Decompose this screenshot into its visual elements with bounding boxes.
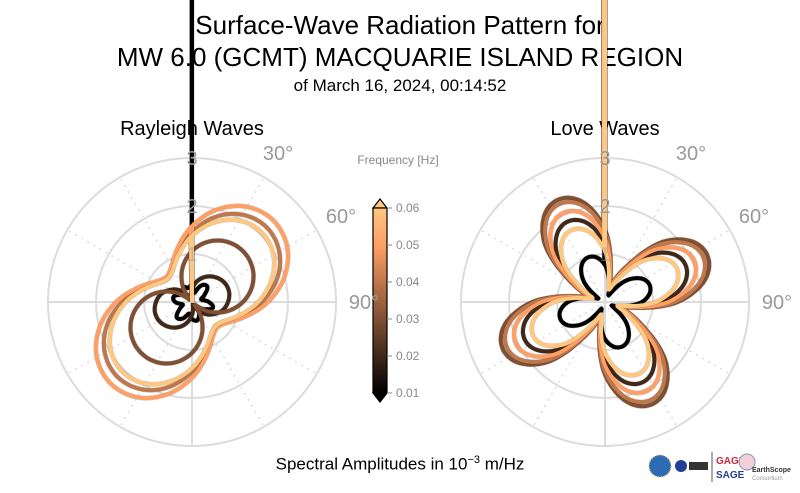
nsf-logo: [649, 455, 671, 477]
logos: GAGE SAGE EarthScope Consortium: [648, 452, 791, 482]
pattern-curve-0.03: [128, 238, 256, 366]
title-line-1: Surface-Wave Radiation Pattern for: [195, 10, 605, 40]
pattern-curve-0.05: [93, 203, 291, 401]
sage-logo: SAGE: [716, 470, 745, 481]
colorbar-tick-label: 0.01: [396, 386, 420, 400]
title-date: of March 16, 2024, 00:14:52: [293, 76, 507, 95]
colorbar-extend-max: [371, 198, 389, 209]
spoke-gridline: [191, 301, 265, 428]
radial-tick-label: 2: [186, 196, 197, 218]
colorbar-tick-label: 0.03: [396, 312, 420, 326]
spoke-gridline: [191, 176, 265, 303]
angle-tick-label: 30°: [676, 143, 706, 165]
spoke-gridline: [479, 301, 606, 375]
radial-tick-label: 3: [599, 148, 610, 170]
pattern-curve-0.01: [557, 0, 653, 350]
spoke-gridline: [119, 176, 193, 303]
svg-text:Consortium: Consortium: [752, 476, 783, 482]
amplitude-axis-label: Spectral Amplitudes in 10−3 m/Hz: [275, 454, 525, 474]
colorbar-tick-label: 0.06: [396, 201, 420, 215]
gage-logo: GAGE: [716, 456, 746, 467]
spoke-gridline: [604, 176, 678, 303]
svg-text:EarthScope: EarthScope: [752, 467, 791, 474]
pattern-curves: [93, 0, 291, 401]
angle-tick-label: 90°: [349, 292, 379, 314]
spoke-gridline: [604, 301, 678, 428]
pattern-curve-0.05: [512, 0, 698, 395]
colorbar-tick-label: 0.04: [396, 275, 420, 289]
angle-tick-label: 90°: [762, 292, 792, 314]
colorbar-label: Frequency [Hz]: [357, 153, 439, 167]
spoke-gridline: [66, 301, 193, 375]
colorbar-gradient: [372, 207, 388, 394]
earthscope-logo: [738, 453, 756, 471]
spoke-gridline: [119, 301, 193, 428]
rayleigh-polar-plot: 1 2 3 30° 60° 90°: [47, 0, 379, 447]
colorbar-tick-label: 0.02: [396, 349, 420, 363]
pattern-curves: [498, 0, 712, 409]
spoke-gridline: [532, 301, 606, 428]
radial-tick-label: 3: [186, 148, 197, 170]
radial-tick-label: 1: [186, 244, 197, 266]
spoke-gridline: [479, 229, 606, 303]
title-line-2: MW 6.0 (GCMT) MACQUARIE ISLAND REGION: [116, 42, 684, 72]
spoke-gridline: [604, 301, 731, 375]
love-polar-plot: 1 2 3 30° 60° 90°: [460, 0, 792, 447]
colorbar-extend-min: [371, 392, 389, 403]
angle-tick-label: 30°: [263, 143, 293, 165]
spoke-gridline: [66, 229, 193, 303]
pattern-curve-0.06: [529, 0, 681, 378]
spoke-gridline: [191, 301, 318, 375]
usgs-logo: [689, 462, 708, 470]
angle-tick-label: 60°: [739, 206, 769, 228]
radial-tick-label: 2: [599, 196, 610, 218]
spoke-gridline: [604, 229, 731, 303]
colorbar: 0.01 0.02 0.03 0.04 0.05 0.06: [371, 198, 420, 403]
radial-tick-label: 1: [599, 244, 610, 266]
angle-tick-label: 60°: [326, 206, 356, 228]
pattern-curve-0.06: [107, 217, 277, 387]
nasa-logo: [675, 460, 687, 472]
spoke-gridline: [191, 229, 318, 303]
spoke-gridline: [532, 176, 606, 303]
colorbar-tick-label: 0.05: [396, 238, 420, 252]
